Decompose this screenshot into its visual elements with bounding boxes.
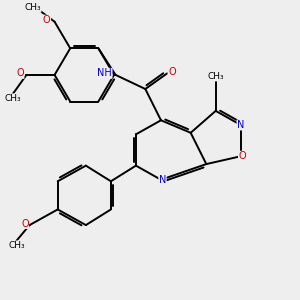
Text: CH₃: CH₃ — [24, 3, 41, 12]
Text: O: O — [21, 218, 29, 229]
Text: NH: NH — [97, 68, 112, 78]
Text: CH₃: CH₃ — [207, 72, 224, 81]
Text: CH₃: CH₃ — [9, 241, 25, 250]
Text: O: O — [238, 151, 246, 161]
Text: N: N — [159, 175, 166, 185]
Text: CH₃: CH₃ — [4, 94, 21, 103]
Text: N: N — [237, 120, 244, 130]
Text: O: O — [168, 67, 176, 77]
Text: O: O — [16, 68, 24, 78]
Text: O: O — [43, 15, 51, 25]
